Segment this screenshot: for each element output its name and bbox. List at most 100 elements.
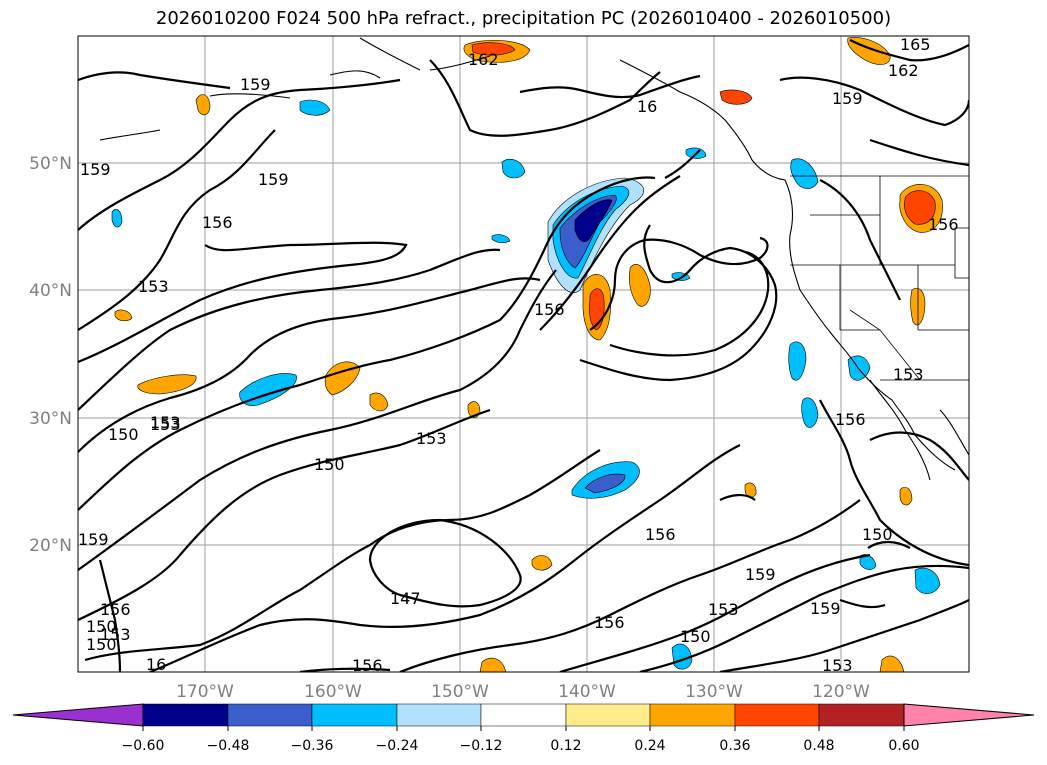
contour-label: 159 xyxy=(745,565,776,584)
colorbar-segment xyxy=(565,703,651,727)
lon-label: 140°W xyxy=(558,682,616,702)
contour-label: 156 xyxy=(928,215,959,234)
latitude-labels: 50°N 40°N 30°N 20°N xyxy=(29,154,72,556)
pos-precip-area xyxy=(137,374,197,395)
neg-precip-area xyxy=(501,159,526,179)
lat-label: 20°N xyxy=(29,536,72,556)
colorbar-tick-label: −0.48 xyxy=(207,738,250,754)
pos-precip-area xyxy=(195,94,211,116)
pos-precip-area xyxy=(531,555,553,571)
pos-precip-area xyxy=(479,657,507,672)
neg-precip-area xyxy=(299,99,331,116)
contour-label: 156 xyxy=(645,525,676,544)
colorbar-tick-label: 0.12 xyxy=(550,738,581,754)
precipitation-shading xyxy=(111,37,943,672)
neg-precip-area xyxy=(671,643,693,670)
colorbar-segment xyxy=(480,703,567,727)
lon-label: 160°W xyxy=(304,682,362,702)
colorbar-extend-min xyxy=(12,703,144,727)
contour-label: 153 xyxy=(150,415,181,434)
pos-precip-area xyxy=(904,190,936,225)
pos-precip-area xyxy=(628,264,651,307)
contour-label: 153 xyxy=(893,365,924,384)
colorbar-tick-label: −0.24 xyxy=(376,738,419,754)
pos-precip-area xyxy=(879,655,905,672)
pos-precip-area xyxy=(114,309,133,322)
contour-label: 156 xyxy=(100,600,131,619)
colorbar-tick-label: −0.60 xyxy=(122,738,165,754)
neg-precip-area xyxy=(801,397,819,428)
lat-label: 30°N xyxy=(29,409,72,429)
colorbar-extend-max xyxy=(903,703,1035,727)
contour-label: 156 xyxy=(202,213,233,232)
colorbar-segment xyxy=(649,703,736,727)
refractivity-contours xyxy=(78,39,969,672)
colorbar-tick-label: 0.48 xyxy=(803,738,834,754)
figure-title: 2026010200 F024 500 hPa refract., precip… xyxy=(155,8,892,29)
plot-frame xyxy=(77,35,970,673)
contour-label: 159 xyxy=(80,160,111,179)
colorbar-tick-label: 0.60 xyxy=(888,738,919,754)
contour-label: 16 xyxy=(637,97,657,116)
contour-label: 150 xyxy=(314,455,345,474)
contour-label: 156 xyxy=(352,656,383,675)
colorbar-tick-label: −0.36 xyxy=(291,738,334,754)
pos-precip-area xyxy=(899,487,913,506)
neg-precip-area xyxy=(790,158,819,189)
contour-label: 159 xyxy=(258,170,289,189)
colorbar-segment xyxy=(227,703,313,727)
lon-label: 130°W xyxy=(685,682,743,702)
lon-label: 170°W xyxy=(176,682,234,702)
contour-label: 156 xyxy=(534,300,565,319)
contour-label: 150 xyxy=(680,627,711,646)
contour-label: 153 xyxy=(822,656,853,675)
plot-area xyxy=(78,36,969,672)
contour-label: 162 xyxy=(468,50,499,69)
pos-precip-area xyxy=(324,361,361,396)
colorbar-segment xyxy=(396,703,482,727)
lat-label: 40°N xyxy=(29,281,72,301)
contour-label: 150 xyxy=(108,425,139,444)
political-borders xyxy=(790,175,969,381)
contour-label: 159 xyxy=(240,75,271,94)
contour-label: 147 xyxy=(390,589,421,608)
neg-precip-area xyxy=(914,567,941,594)
contour-labels: 162 165 162 159 159 16 159 156 153 156 1… xyxy=(78,35,959,675)
pos-precip-area xyxy=(744,482,757,498)
neg-precip-area xyxy=(111,209,123,228)
coastlines xyxy=(99,37,969,481)
neg-precip-area xyxy=(584,473,626,494)
contour-label: 153 xyxy=(708,600,739,619)
pos-precip-area xyxy=(719,89,753,105)
contour-label: 159 xyxy=(78,530,109,549)
lon-label: 120°W xyxy=(812,682,870,702)
contour-label: 150 xyxy=(86,617,117,636)
contour-label: 153 xyxy=(150,413,181,432)
colorbar-tick-label: 0.24 xyxy=(634,738,665,754)
colorbar-segment xyxy=(818,703,905,727)
neg-precip-area xyxy=(574,199,613,242)
pos-precip-area xyxy=(369,392,389,412)
neg-precip-area xyxy=(491,234,511,244)
colorbar-segment xyxy=(142,703,229,727)
contour-label: 165 xyxy=(900,35,931,54)
colorbar: −0.60 −0.48 −0.36 −0.24 −0.12 0.12 0.24 … xyxy=(12,703,1035,754)
colorbar-segment xyxy=(734,703,820,727)
colorbar-tick-label: −0.12 xyxy=(460,738,503,754)
lon-label: 150°W xyxy=(431,682,489,702)
contour-label: 150 xyxy=(862,525,893,544)
lat-label: 50°N xyxy=(29,154,72,174)
contour-label: 159 xyxy=(832,89,863,108)
contour-label: 159 xyxy=(810,599,841,618)
pos-precip-area xyxy=(471,42,516,56)
contour-label: 153 xyxy=(100,625,131,644)
colorbar-segment xyxy=(311,703,398,727)
colorbar-tick-label: 0.36 xyxy=(719,738,750,754)
contour-label: 156 xyxy=(594,613,625,632)
longitude-labels: 170°W 160°W 150°W 140°W 130°W 120°W xyxy=(176,682,870,702)
contour-label: 16 xyxy=(146,655,166,674)
contour-label: 156 xyxy=(835,410,866,429)
contour-label: 162 xyxy=(888,61,919,80)
contour-label: 153 xyxy=(138,277,169,296)
